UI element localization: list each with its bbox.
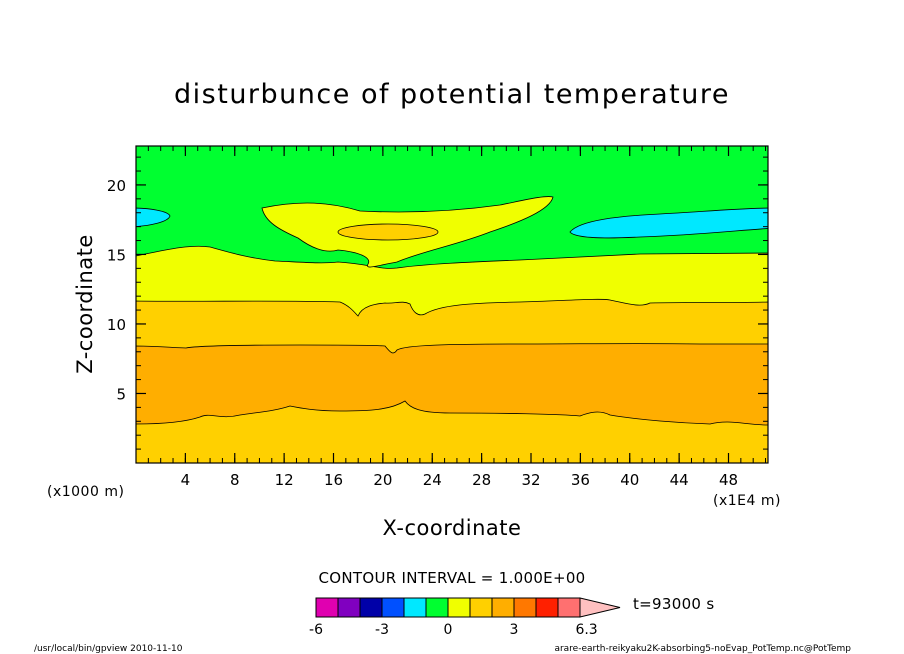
plot-area — [136, 146, 768, 463]
x-tick-label: 44 — [670, 471, 689, 489]
chart-title: disturbunce of potential temperature — [174, 79, 730, 110]
x-tick-label: 28 — [472, 471, 491, 489]
footer-left: /usr/local/bin/gpview 2010-11-10 — [34, 644, 183, 654]
x-tick-label: 20 — [373, 471, 392, 489]
colorbar-tick-label: -3 — [375, 622, 389, 638]
colorbar-cell — [557, 597, 581, 618]
region-orange-blob — [337, 223, 439, 241]
colorbar-cell — [337, 597, 361, 618]
x-tick-label: 32 — [521, 471, 540, 489]
time-label: t=93000 s — [633, 595, 714, 613]
region-layer-0-3 — [136, 400, 768, 463]
colorbar-tick-label: 6.3 — [575, 622, 597, 638]
y-tick-label: 5 — [116, 385, 126, 403]
x-tick-label: 12 — [275, 471, 294, 489]
x-tick-label: 8 — [230, 471, 240, 489]
contour-interval: CONTOUR INTERVAL = 1.000E+00 — [318, 569, 585, 587]
y-tick-label: 15 — [107, 246, 126, 264]
x-axis-label: X-coordinate — [383, 516, 522, 540]
colorbar-cell — [535, 597, 559, 618]
x-tick-label: 24 — [423, 471, 442, 489]
plot-frame — [135, 145, 769, 464]
colorbar-cell — [491, 597, 515, 618]
colorbar-arrow — [579, 597, 621, 618]
y-axis-label: Z-coordinate — [73, 234, 97, 374]
x-tick-label: 4 — [181, 471, 191, 489]
colorbar-cell — [403, 597, 427, 618]
x-tick-label: 40 — [620, 471, 639, 489]
x-unit-left: (x1000 m) — [47, 484, 124, 500]
colorbar-cell — [425, 597, 449, 618]
x-tick-label: 36 — [571, 471, 590, 489]
y-tick-label: 10 — [107, 316, 126, 334]
colorbar-tick-label: 3 — [510, 622, 519, 638]
colorbar-cell — [469, 597, 493, 618]
region-cyan-left — [136, 207, 171, 227]
x-tick-label: 16 — [324, 471, 343, 489]
colorbar-cell — [359, 597, 383, 618]
x-unit-right: (x1E4 m) — [713, 493, 781, 509]
colorbar-tick-label: -6 — [309, 622, 323, 638]
colorbar-cell — [447, 597, 471, 618]
colorbar: -6 -3 0 3 6.3 — [309, 597, 621, 638]
y-tick-label: 20 — [107, 177, 126, 195]
colorbar-tick-label: 0 — [444, 622, 453, 638]
colorbar-cell — [315, 597, 339, 618]
colorbar-cell — [381, 597, 405, 618]
footer-right: arare-earth-reikyaku2K-absorbing5-noEvap… — [554, 644, 851, 654]
region-cyan-right — [569, 207, 768, 239]
x-tick-label: 48 — [719, 471, 738, 489]
colorbar-cell — [513, 597, 537, 618]
